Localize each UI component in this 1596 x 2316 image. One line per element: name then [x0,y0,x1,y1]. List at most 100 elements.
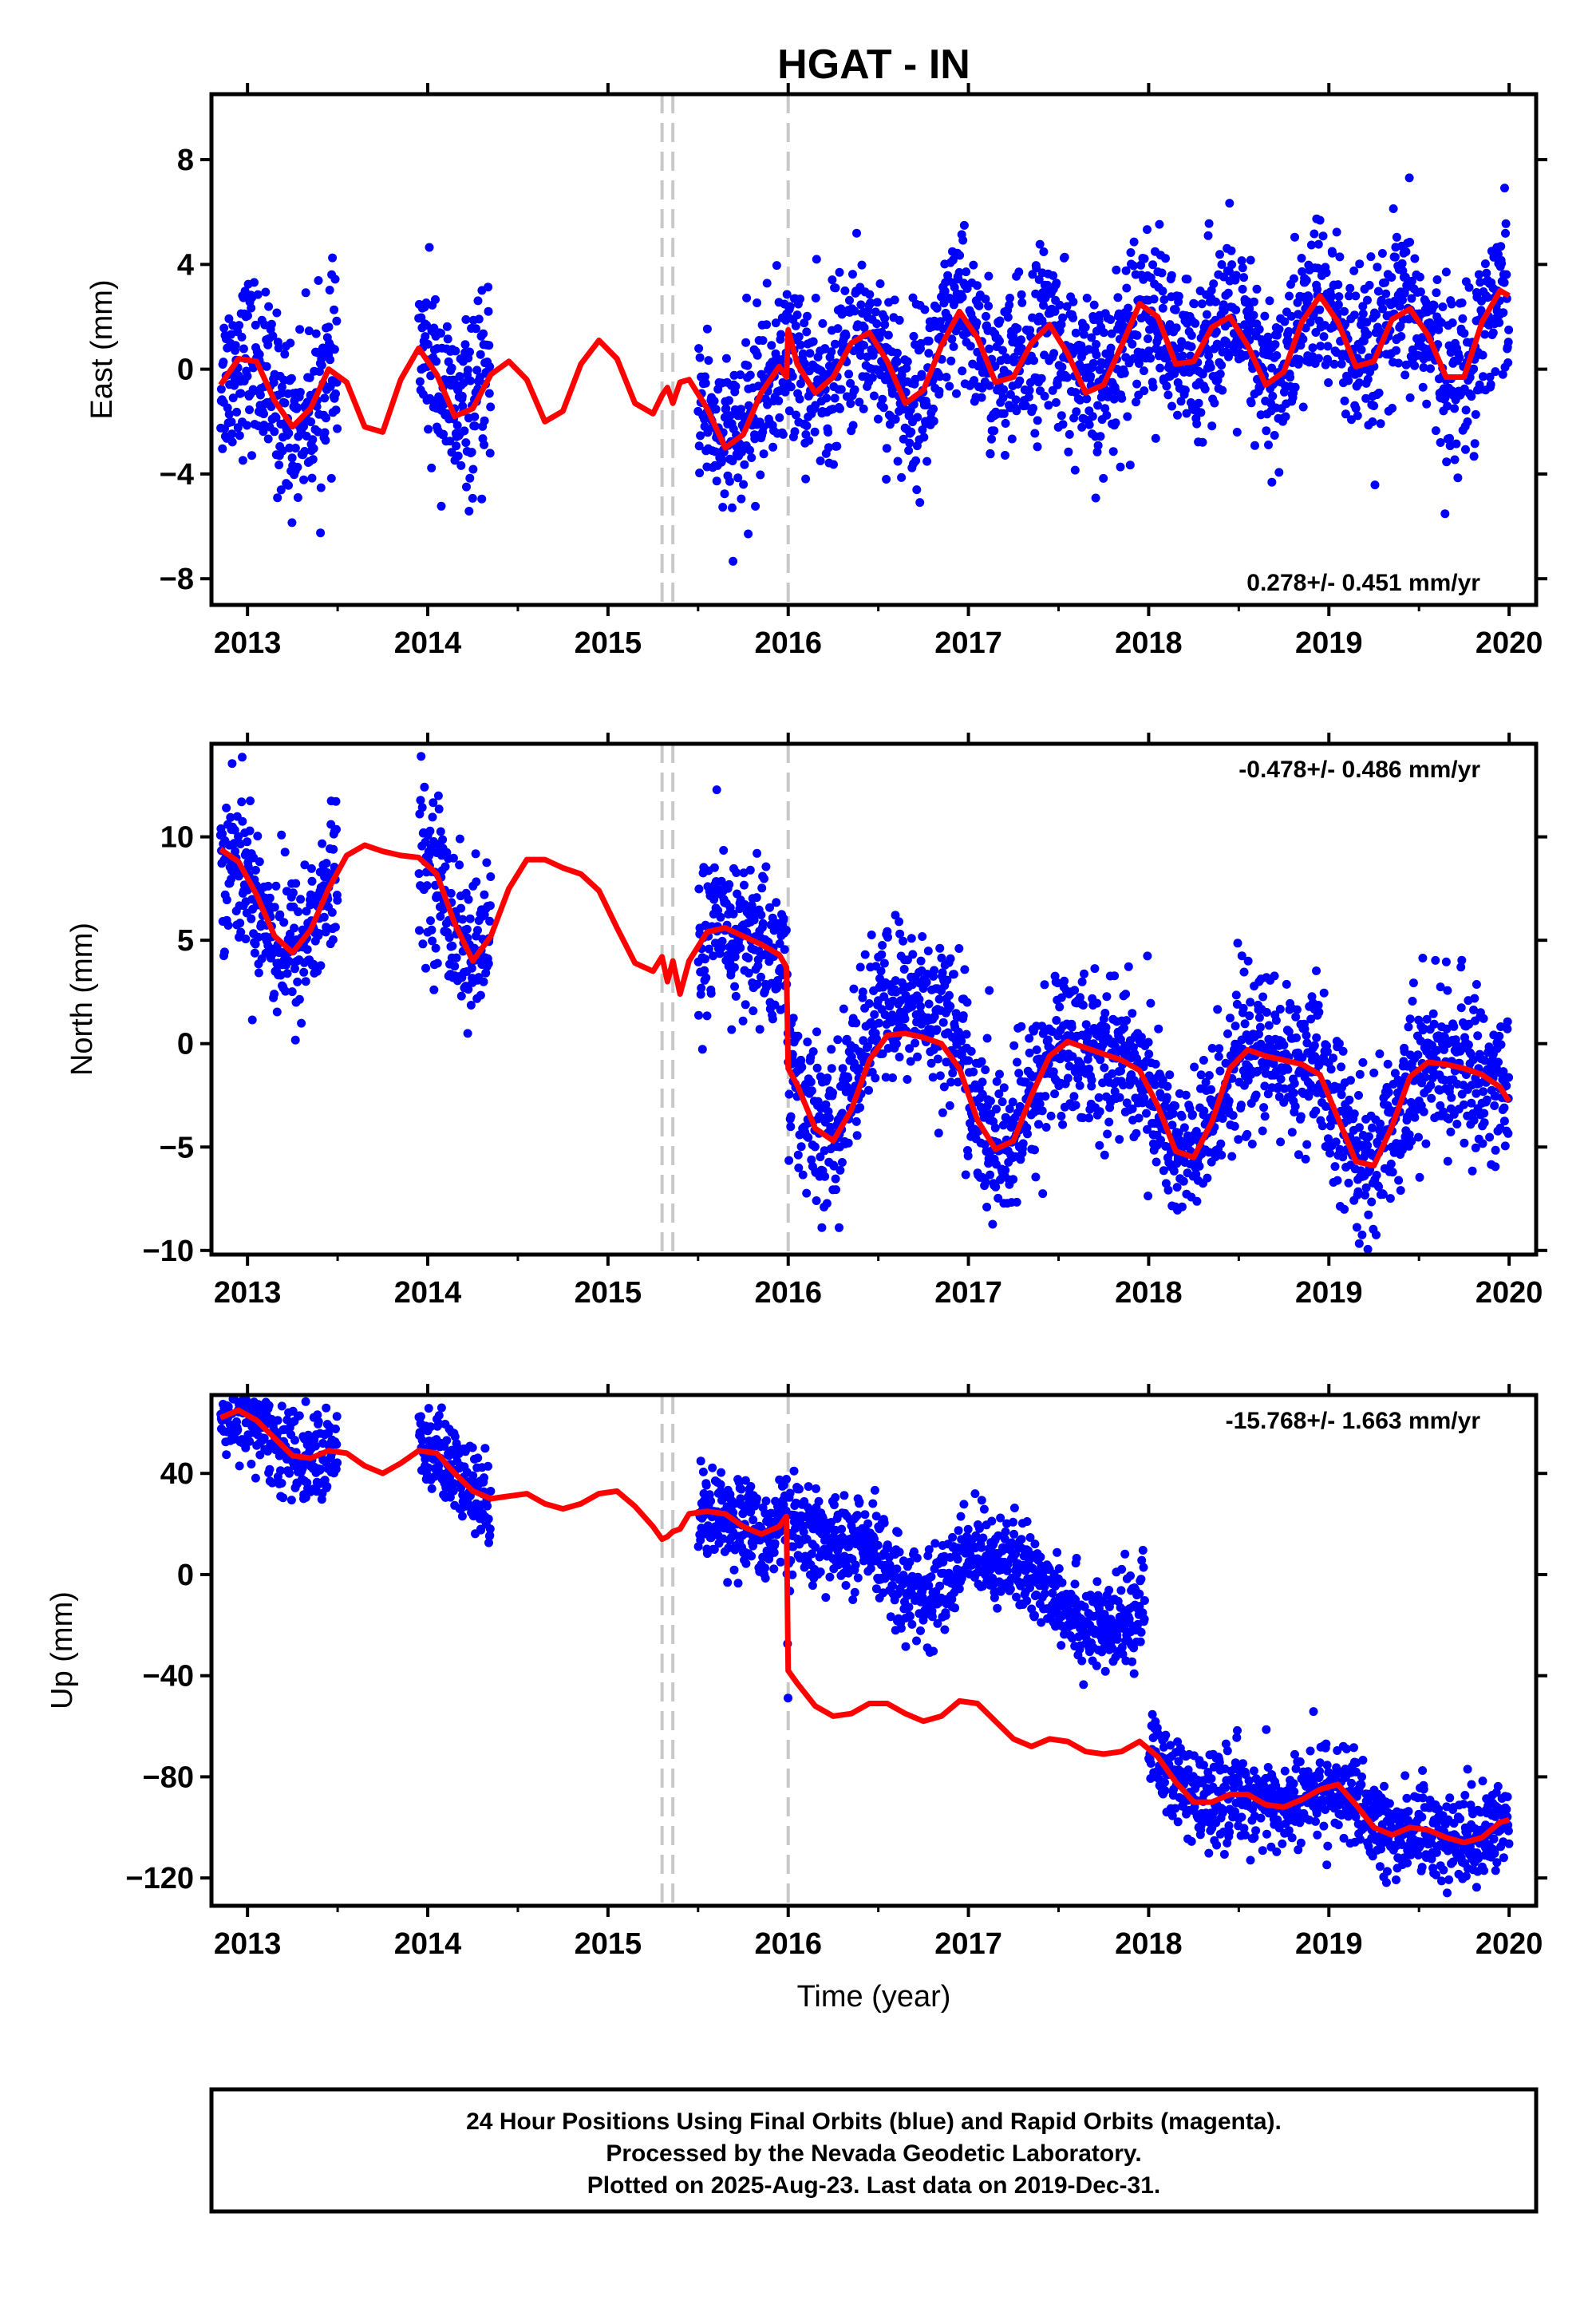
data-point [749,915,759,925]
data-point [485,362,495,371]
data-point [778,429,788,439]
data-point [1474,270,1483,279]
data-point [1463,417,1472,426]
data-point [695,468,705,478]
data-point [1289,274,1298,283]
data-point [823,1073,832,1083]
data-point [1154,1024,1163,1034]
data-point [1211,327,1221,336]
data-point [273,1416,282,1425]
data-point [1121,266,1131,275]
data-point [1392,232,1401,242]
data-point [1390,252,1400,262]
data-point [1443,986,1452,995]
data-point [231,341,240,350]
data-point [1306,240,1316,250]
data-point [1301,1154,1310,1164]
data-point [1329,1053,1337,1063]
data-point [729,962,739,972]
data-point [1063,1073,1073,1083]
data-point [228,393,238,403]
data-point [1132,379,1142,389]
data-point [1103,1129,1112,1139]
data-point [1008,1097,1017,1107]
data-point [995,316,1005,326]
data-point [247,451,256,460]
data-point [486,872,496,881]
data-point [940,287,950,296]
data-point [259,409,268,419]
data-point [756,470,765,480]
data-point [1161,254,1170,263]
data-point [250,278,259,287]
data-point [730,982,740,991]
data-point [704,356,713,366]
data-point [890,295,899,305]
data-point [1093,441,1103,450]
data-point [1034,1120,1043,1129]
data-point [895,315,904,325]
data-point [802,421,812,430]
data-point [928,1073,938,1082]
data-point [1228,1111,1238,1120]
data-point [1240,1019,1250,1029]
data-point [1207,421,1217,431]
data-point [872,298,882,307]
data-point [1354,1091,1363,1100]
data-point [879,403,888,413]
data-point [895,1053,904,1061]
data-point [1021,401,1030,410]
data-point [721,404,731,413]
data-point [836,385,846,394]
data-point [1057,362,1067,372]
data-point [1373,287,1383,296]
data-point [262,362,271,371]
data-point [277,830,286,840]
data-point [1200,385,1210,393]
data-point [301,1397,310,1406]
data-point [912,485,922,495]
data-point [1441,957,1451,966]
data-point [758,919,768,928]
data-point [1354,1239,1364,1248]
data-point [1472,980,1481,989]
data-point [465,347,474,357]
data-point [1044,401,1053,410]
data-point [1404,173,1414,183]
data-point [798,349,808,358]
data-point [827,1064,836,1073]
data-point [1191,318,1200,328]
data-point [1459,1100,1468,1109]
data-point [1169,1166,1179,1176]
data-point [946,954,955,963]
data-point [1234,1135,1243,1144]
data-point [1197,299,1207,309]
data-point [1005,300,1014,310]
data-point [1215,370,1225,379]
data-point [1057,320,1066,330]
data-point [1100,1009,1110,1018]
data-point [737,494,746,504]
data-point [742,293,752,302]
data-point [247,1015,257,1025]
data-point [981,294,990,304]
data-point [1162,1093,1171,1102]
data-point [1486,380,1495,389]
data-point [810,1142,820,1152]
data-point [1091,493,1100,503]
data-point [311,329,321,338]
data-point [421,963,430,973]
data-point [744,954,753,962]
data-point [1367,1197,1377,1207]
data-point [472,366,482,375]
data-point [235,1461,244,1471]
data-point [1281,412,1290,421]
data-point [1096,432,1105,441]
data-point [830,393,839,403]
data-point [1192,419,1202,429]
data-point [1049,349,1059,358]
data-point [867,931,876,939]
data-points [215,752,1514,1254]
data-point [1264,1021,1274,1030]
